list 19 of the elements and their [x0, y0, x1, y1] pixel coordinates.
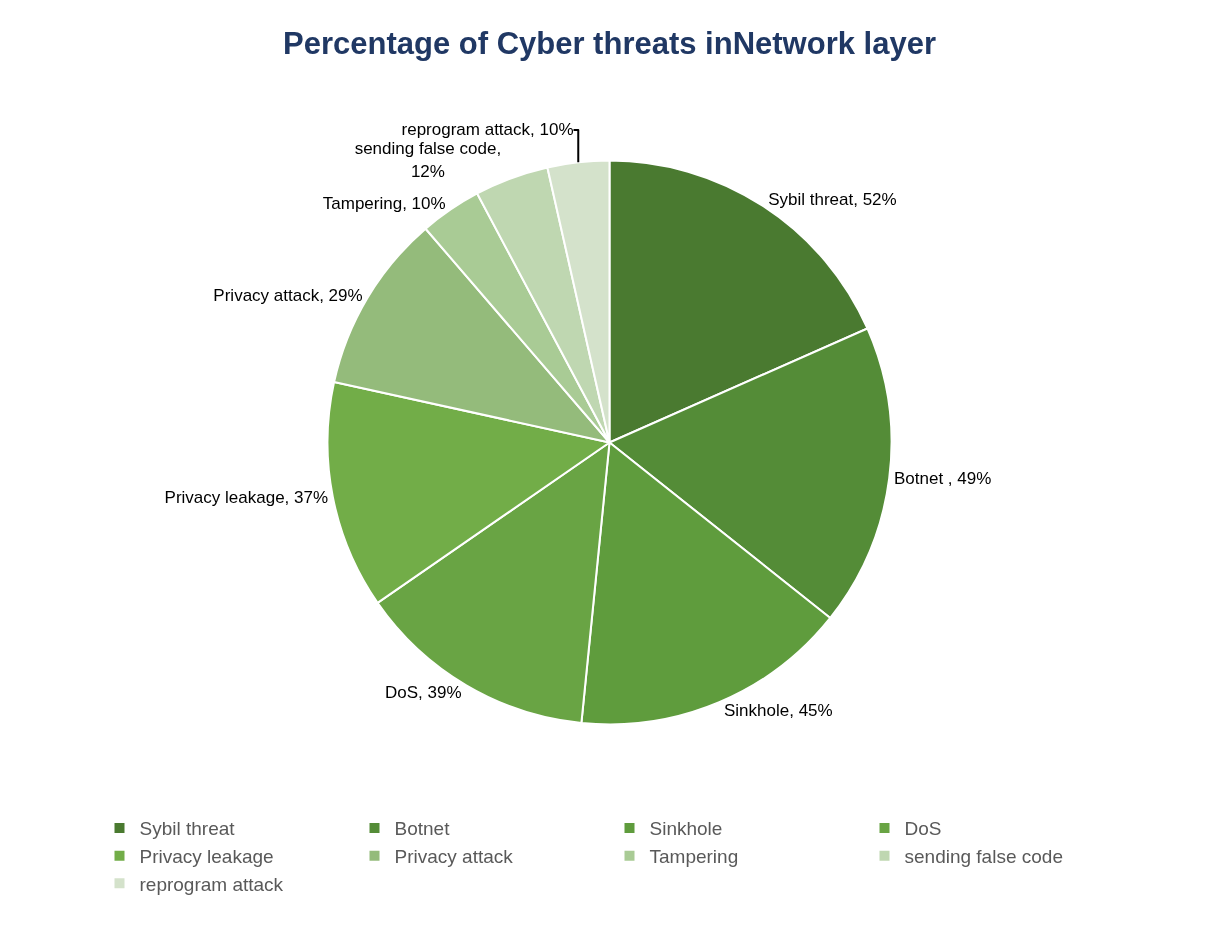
- legend-label: Tampering: [649, 846, 739, 868]
- data-label: Tampering, 10%: [322, 193, 446, 213]
- data-label: DoS, 39%: [384, 682, 462, 702]
- legend-label: Botnet: [394, 818, 451, 840]
- data-label: sending false code, 12%: [354, 139, 502, 181]
- data-label: Botnet , 49%: [893, 469, 992, 489]
- data-label: reprogram attack, 10%: [401, 120, 574, 140]
- legend-label: DoS: [904, 818, 942, 840]
- legend-label: Sybil threat: [139, 818, 236, 840]
- legend-label: Privacy attack: [394, 846, 514, 868]
- data-label: Privacy leakage, 37%: [164, 487, 329, 507]
- legend-label: sending false code: [904, 846, 1063, 868]
- legend-label: reprogram attack: [139, 873, 284, 895]
- legend-label: Sinkhole: [649, 818, 723, 840]
- legend-label: Privacy leakage: [139, 846, 274, 868]
- chart-title: Percentage of Cyber threats inNetwork layer: [283, 26, 936, 62]
- data-label: Privacy attack, 29%: [213, 285, 363, 305]
- data-label: Sybil threat, 52%: [768, 190, 897, 210]
- data-label: Sinkhole, 45%: [723, 700, 833, 720]
